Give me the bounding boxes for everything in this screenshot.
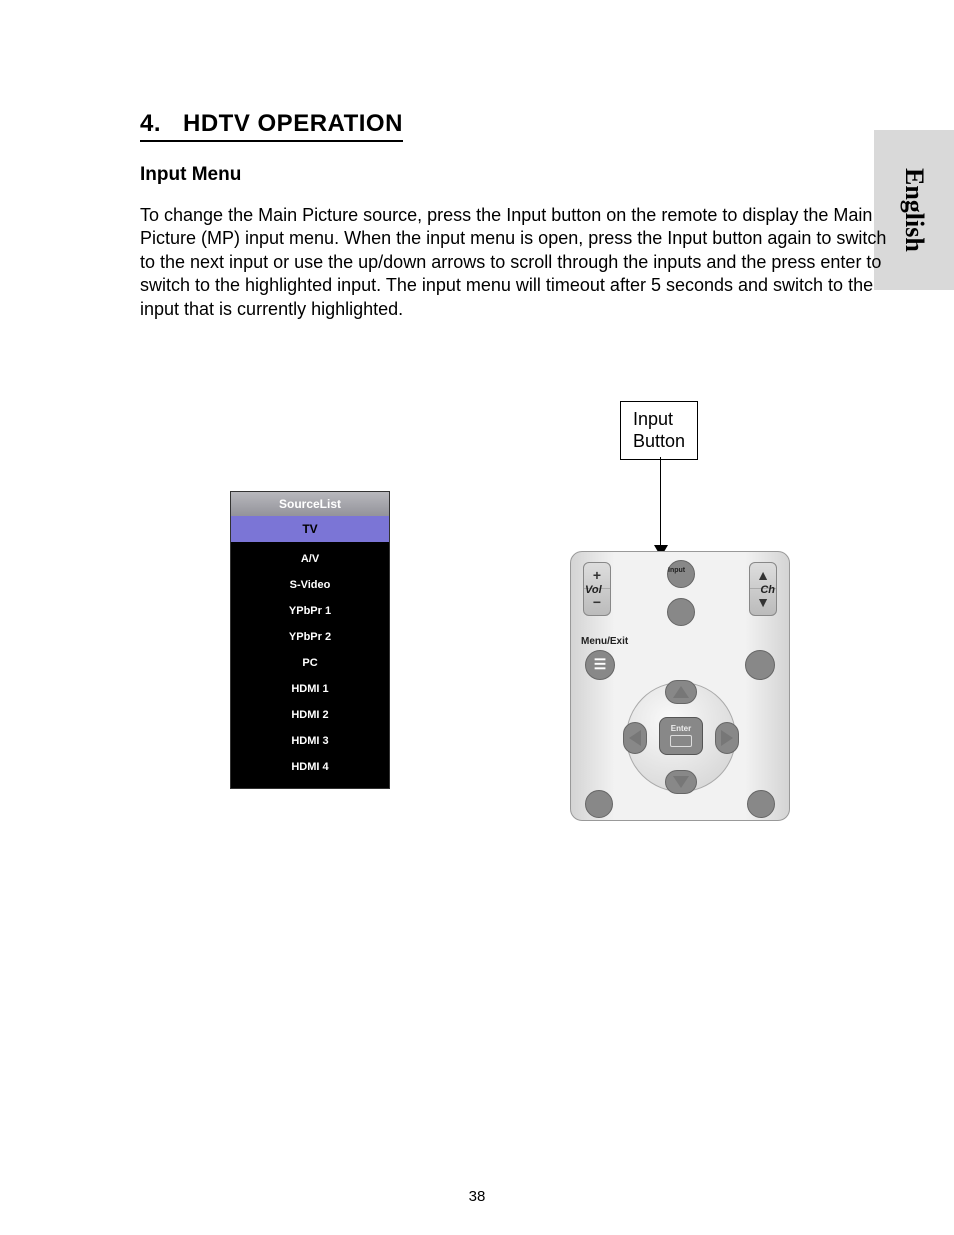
- input-button-label: Input: [668, 567, 685, 574]
- source-list-item: YPbPr 1: [231, 598, 389, 624]
- vol-label: Vol: [585, 584, 602, 596]
- left-arrow-icon: [629, 730, 641, 746]
- source-list-item: PC: [231, 650, 389, 676]
- menu-exit-label: Menu/Exit: [581, 636, 628, 647]
- section-number: 4.: [140, 110, 161, 138]
- enter-screen-icon: [670, 735, 692, 747]
- page-number: 38: [0, 1188, 954, 1205]
- source-list-item: YPbPr 2: [231, 624, 389, 650]
- right-round-button: [745, 650, 775, 680]
- source-list-item: A/V: [231, 546, 389, 572]
- enter-label: Enter: [671, 724, 691, 733]
- right-arrow-icon: [721, 730, 733, 746]
- body-paragraph: To change the Main Picture source, press…: [140, 204, 894, 321]
- center-small-button: [667, 598, 695, 626]
- callout-line2: Button: [633, 431, 685, 451]
- menu-exit-button: ☰: [585, 650, 615, 680]
- remote-illustration: + − Vol ▲ ▼ Ch Input Menu/Exit ☰: [570, 551, 790, 821]
- dpad-right: [715, 722, 739, 754]
- menu-icon: ☰: [594, 656, 607, 673]
- source-list-menu: SourceList TV A/V S-Video YPbPr 1 YPbPr …: [230, 491, 390, 789]
- dpad-down: [665, 770, 697, 794]
- source-list-items: A/V S-Video YPbPr 1 YPbPr 2 PC HDMI 1 HD…: [231, 542, 389, 788]
- source-list-item: HDMI 4: [231, 754, 389, 780]
- bottom-right-button: [747, 790, 775, 818]
- ch-label: Ch: [760, 584, 775, 596]
- callout-label: Input Button: [620, 401, 698, 460]
- input-button: [667, 560, 695, 588]
- callout-arrow-line: [660, 457, 661, 547]
- down-arrow-icon: [673, 776, 689, 788]
- source-list-item: HDMI 1: [231, 676, 389, 702]
- dpad-left: [623, 722, 647, 754]
- source-list-item: HDMI 2: [231, 702, 389, 728]
- dpad-up: [665, 680, 697, 704]
- callout-line1: Input: [633, 409, 673, 429]
- source-list-header: SourceList: [231, 492, 389, 516]
- source-list-item: S-Video: [231, 572, 389, 598]
- source-list-selected: TV: [231, 516, 389, 542]
- enter-button: Enter: [659, 717, 703, 755]
- up-arrow-icon: [673, 686, 689, 698]
- bottom-left-button: [585, 790, 613, 818]
- source-list-item: HDMI 3: [231, 728, 389, 754]
- subsection-title: Input Menu: [140, 164, 894, 186]
- section-title: 4. HDTV OPERATION: [140, 110, 403, 142]
- section-name: HDTV OPERATION: [183, 110, 403, 137]
